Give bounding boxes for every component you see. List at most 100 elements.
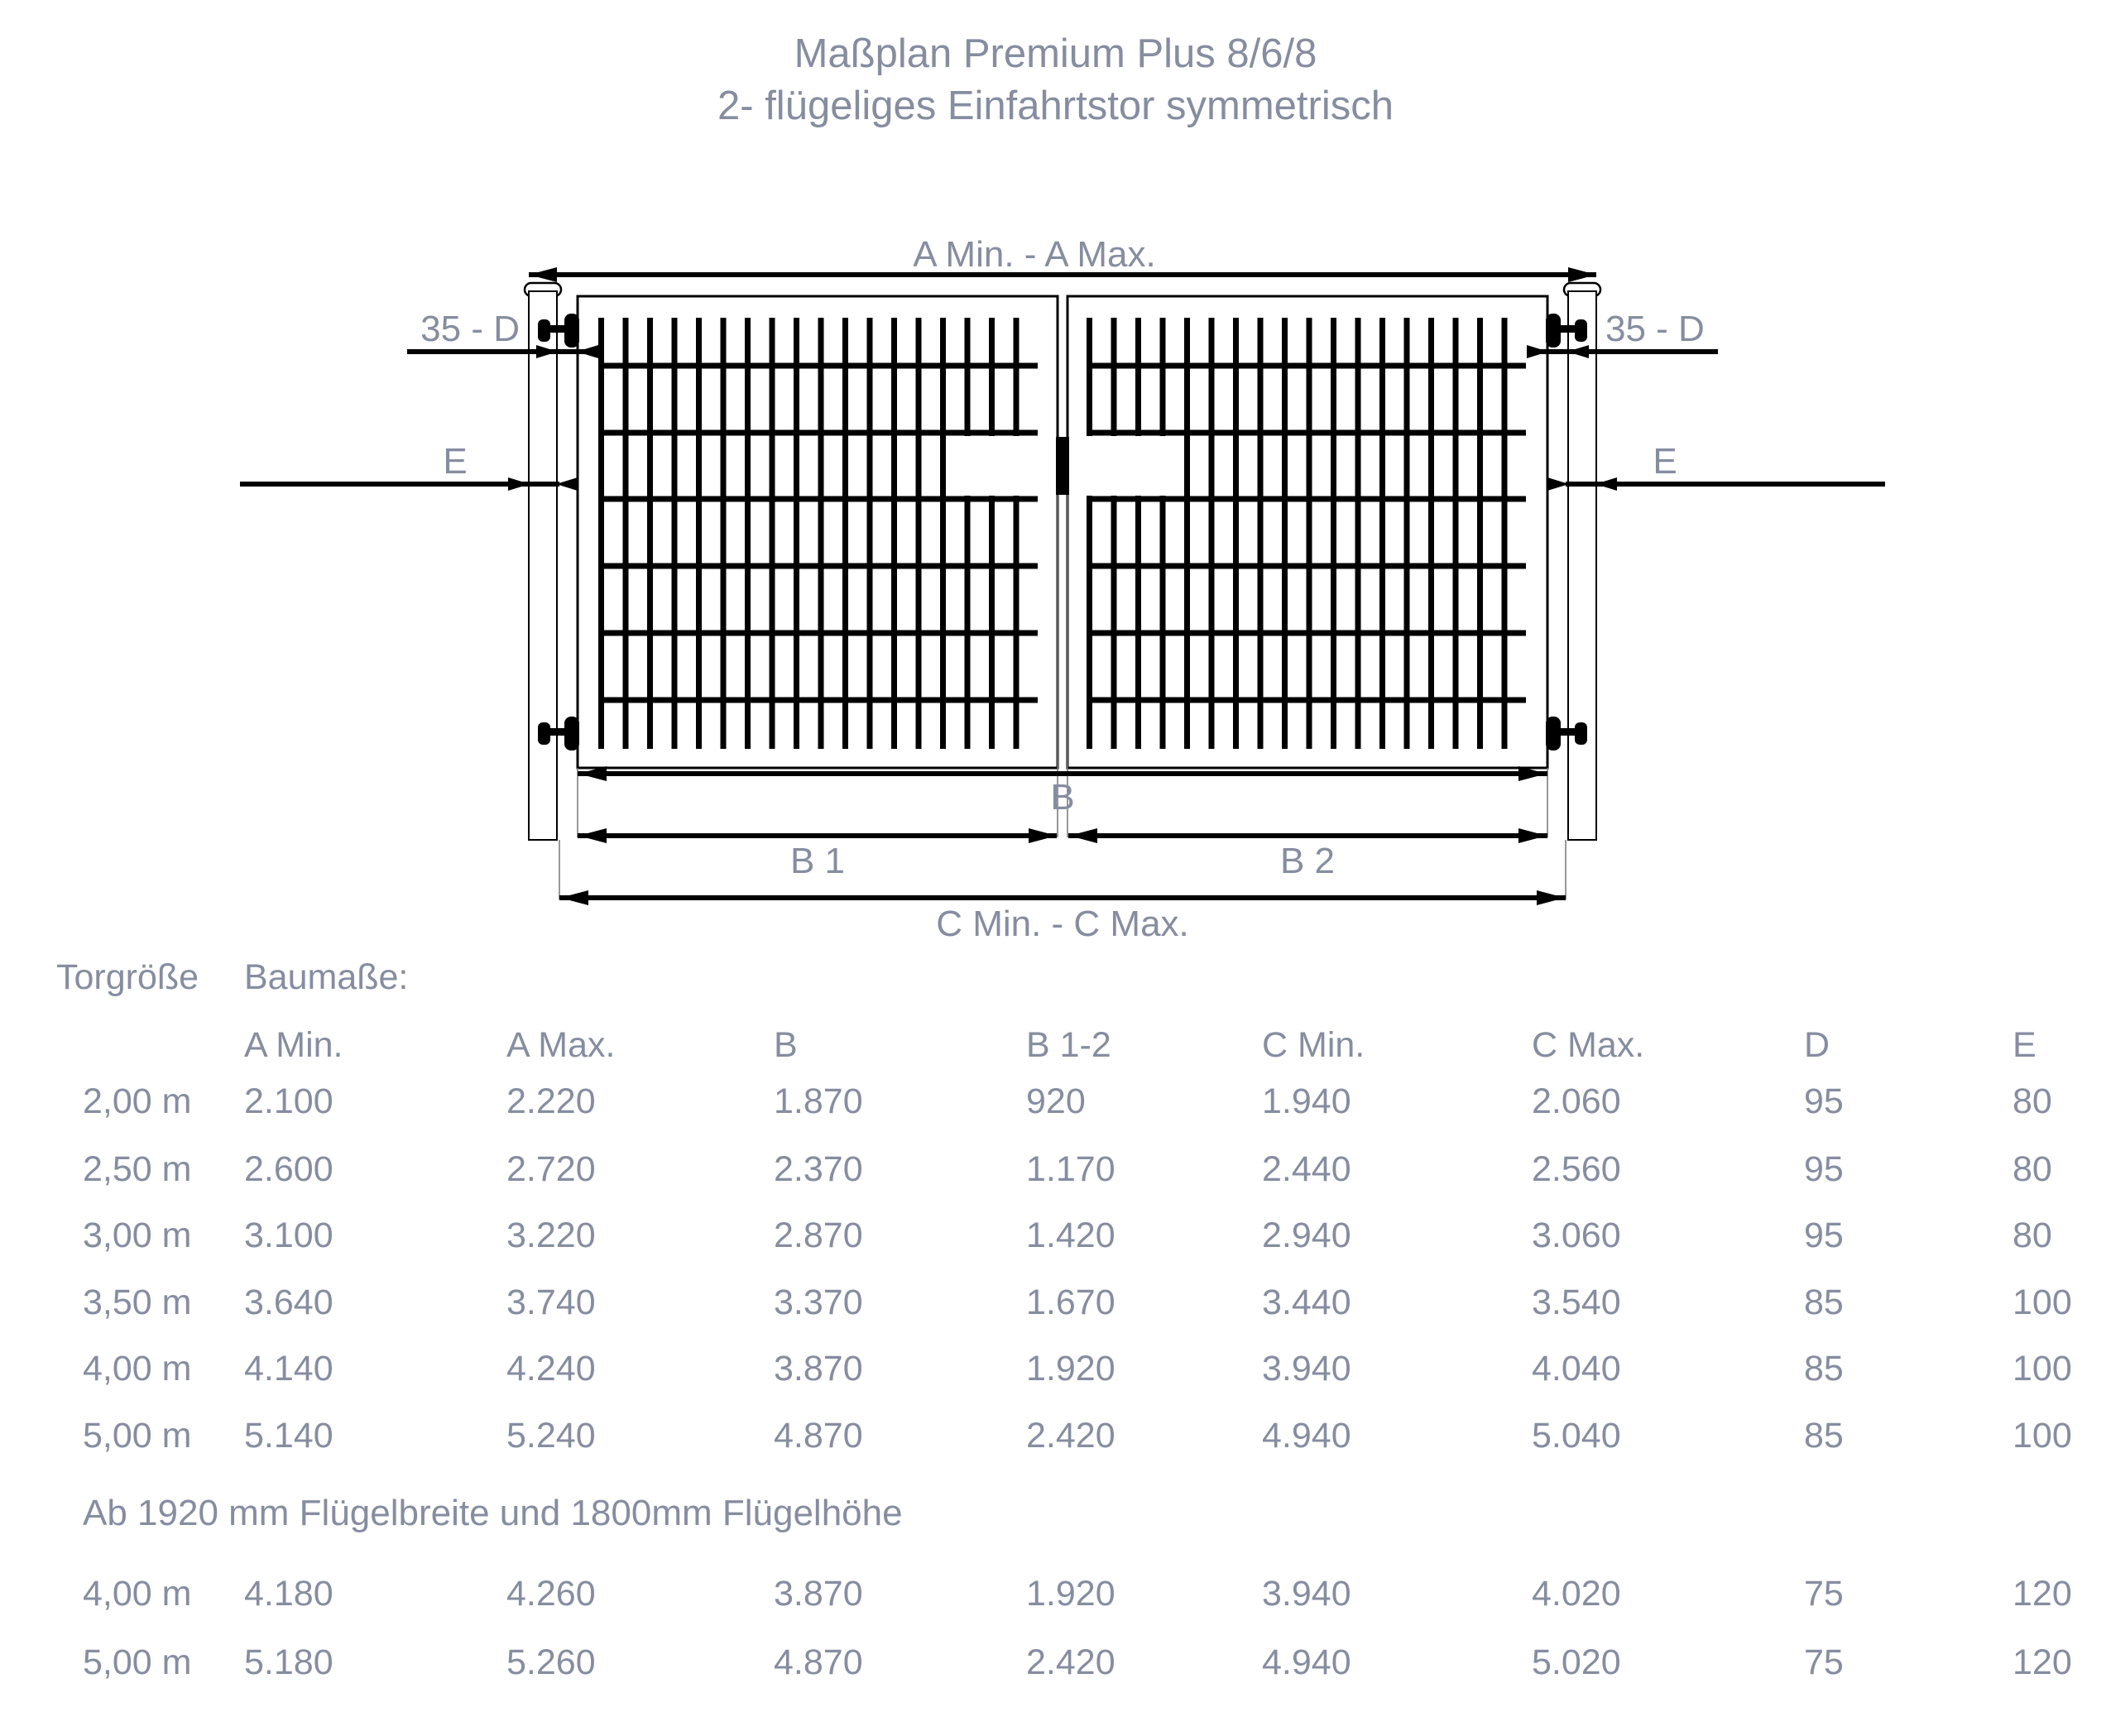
table-cell: 1.420 (1026, 1216, 1115, 1255)
mesh-right (1087, 318, 1526, 749)
table-cell: 4.140 (244, 1349, 333, 1388)
table-cell: 1.870 (774, 1081, 863, 1121)
gate-latch (1056, 437, 1069, 495)
table-cell: 4.940 (1262, 1642, 1351, 1682)
row-size-label: 4,00 m (83, 1349, 192, 1388)
table-cell: 75 (1804, 1574, 1844, 1614)
table-cell: 85 (1804, 1416, 1844, 1455)
table-cell: 2.220 (506, 1081, 596, 1121)
table-cell: 920 (1026, 1081, 1086, 1121)
table-cell: 80 (2013, 1081, 2052, 1121)
table-cell: 75 (1804, 1642, 1844, 1682)
column-header: B 1-2 (1026, 1025, 1111, 1065)
row-size-label: 5,00 m (83, 1642, 192, 1682)
lock-cutout-left (952, 436, 1038, 496)
table-cell: 2.600 (244, 1149, 333, 1189)
row-size-label: 3,00 m (83, 1216, 192, 1255)
table-cell: 2.420 (1026, 1416, 1115, 1455)
row-size-label: 5,00 m (83, 1416, 192, 1455)
column-header: B (774, 1025, 798, 1065)
table-cell: 5.040 (1532, 1416, 1621, 1455)
table-cell: 3.740 (506, 1283, 596, 1322)
table-cell: 85 (1804, 1283, 1844, 1322)
table-cell: 2.370 (774, 1149, 863, 1189)
table-cell: 4.260 (506, 1574, 596, 1614)
table-cell: 3.440 (1262, 1283, 1351, 1322)
dimension-e-right (1547, 477, 1885, 491)
table-cell: 4.240 (506, 1349, 596, 1388)
table-cell: 100 (2013, 1416, 2072, 1455)
page-title: Maßplan Premium Plus 8/6/8 2- flügeliges… (0, 28, 2111, 132)
table-cell: 4.940 (1262, 1416, 1351, 1455)
column-header: C Min. (1262, 1025, 1365, 1065)
table-sub-label: Baumaße: (244, 957, 409, 997)
table-cell: 2.720 (506, 1149, 596, 1189)
table-cell: 3.220 (506, 1216, 596, 1255)
table-cell: 1.920 (1026, 1349, 1115, 1388)
gate-wing-left (576, 295, 1059, 770)
table-cell: 1.170 (1026, 1149, 1115, 1189)
gate-wing-right (1066, 295, 1549, 770)
dimension-c (559, 890, 1566, 905)
table-cell: 5.140 (244, 1416, 333, 1455)
label-e-right: E (1653, 441, 1677, 482)
table-cell: 2.440 (1262, 1149, 1351, 1189)
label-c-span: C Min. - C Max. (936, 904, 1189, 944)
table-cell: 120 (2013, 1642, 2072, 1682)
dimension-b (578, 766, 1547, 781)
table-cell: 95 (1804, 1216, 1844, 1255)
column-header: C Max. (1532, 1025, 1645, 1065)
title-line-1: Maßplan Premium Plus 8/6/8 (794, 31, 1317, 76)
table-cell: 2.940 (1262, 1216, 1351, 1255)
table-cell: 2.870 (774, 1216, 863, 1255)
post-right (1562, 281, 1602, 841)
table-section-label: Torgröße (56, 957, 199, 997)
table-cell: 3.540 (1532, 1283, 1621, 1322)
table-cell: 2.100 (244, 1081, 333, 1121)
column-header: A Min. (244, 1025, 343, 1065)
dimension-b2 (1068, 828, 1547, 843)
table-cell: 4.180 (244, 1574, 333, 1614)
dimension-d-right (1527, 345, 1718, 358)
lock-cutout-right (1087, 436, 1175, 496)
table-cell: 100 (2013, 1349, 2072, 1388)
dimension-e-left (240, 477, 578, 491)
column-header: D (1804, 1025, 1830, 1065)
table-cell: 3.100 (244, 1216, 333, 1255)
label-b1: B 1 (790, 841, 845, 881)
table-cell: 95 (1804, 1081, 1844, 1121)
label-b: B (1050, 777, 1074, 818)
table-cell: 80 (2013, 1216, 2052, 1255)
mesh-left (598, 318, 1038, 749)
table-cell: 120 (2013, 1574, 2072, 1614)
table-cell: 5.180 (244, 1642, 333, 1682)
table-note: Ab 1920 mm Flügelbreite und 1800mm Flüge… (83, 1493, 903, 1533)
table-cell: 85 (1804, 1349, 1844, 1388)
post-left (523, 281, 563, 841)
table-cell: 3.060 (1532, 1216, 1621, 1255)
column-header: E (2013, 1025, 2037, 1065)
table-cell: 80 (2013, 1149, 2052, 1189)
table-cell: 100 (2013, 1283, 2072, 1322)
table-cell: 1.940 (1262, 1081, 1351, 1121)
table-cell: 95 (1804, 1149, 1844, 1189)
label-e-left: E (443, 441, 467, 482)
row-size-label: 2,50 m (83, 1149, 192, 1189)
table-cell: 3.940 (1262, 1349, 1351, 1388)
dimension-a (529, 267, 1596, 282)
table-cell: 5.240 (506, 1416, 596, 1455)
column-header: A Max. (506, 1025, 616, 1065)
row-size-label: 3,50 m (83, 1283, 192, 1322)
table-cell: 5.260 (506, 1642, 596, 1682)
table-cell: 1.670 (1026, 1283, 1115, 1322)
row-size-label: 4,00 m (83, 1574, 192, 1614)
table-cell: 3.940 (1262, 1574, 1351, 1614)
table-cell: 2.060 (1532, 1081, 1621, 1121)
table-cell: 5.020 (1532, 1642, 1621, 1682)
table-cell: 3.870 (774, 1349, 863, 1388)
table-cell: 4.040 (1532, 1349, 1621, 1388)
dimension-d-left (407, 345, 598, 358)
label-d-left: 35 - D (420, 309, 520, 349)
